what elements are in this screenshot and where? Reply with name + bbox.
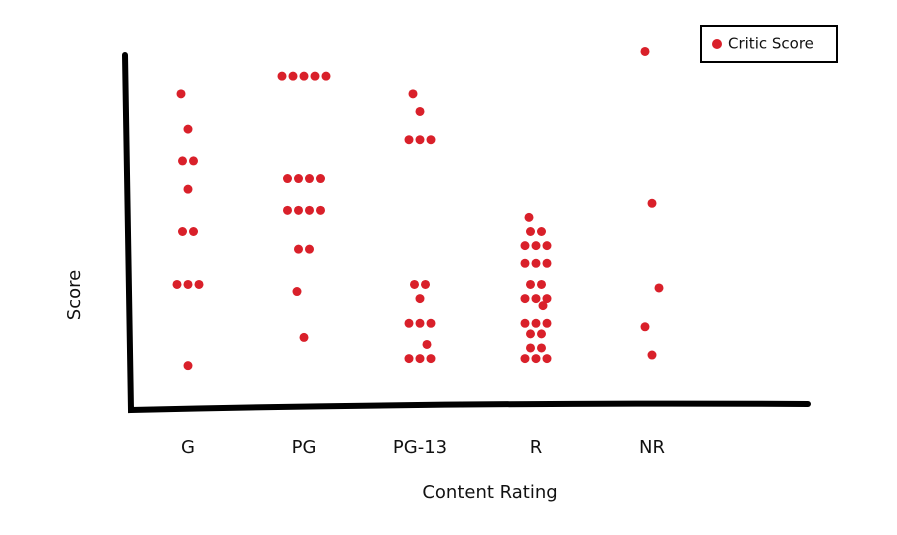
point xyxy=(542,241,552,251)
point xyxy=(526,329,535,339)
x-tick-label: PG-13 xyxy=(393,437,447,458)
point xyxy=(310,71,320,81)
point xyxy=(537,227,546,236)
point xyxy=(294,174,303,184)
point xyxy=(520,241,530,251)
point xyxy=(415,318,425,328)
point xyxy=(531,318,541,328)
point xyxy=(520,354,530,364)
point xyxy=(294,205,303,215)
point xyxy=(183,361,193,371)
point xyxy=(408,89,418,99)
point xyxy=(183,279,193,289)
point xyxy=(542,258,552,268)
x-tick-label: G xyxy=(181,437,195,458)
legend-marker xyxy=(712,39,722,49)
x-tick-label: R xyxy=(530,437,543,458)
point xyxy=(526,343,535,353)
point xyxy=(524,212,534,222)
point xyxy=(520,294,530,304)
point xyxy=(415,354,425,364)
point xyxy=(640,322,650,332)
point xyxy=(531,258,541,268)
point xyxy=(292,287,302,297)
point xyxy=(421,279,430,289)
x-tick-label: PG xyxy=(292,437,317,458)
point xyxy=(647,350,657,360)
point xyxy=(531,354,541,364)
point xyxy=(415,106,425,116)
point xyxy=(189,227,198,236)
point xyxy=(538,301,548,311)
point xyxy=(537,329,546,339)
point xyxy=(531,241,541,251)
point xyxy=(520,258,530,268)
point xyxy=(526,227,535,236)
point xyxy=(647,198,657,208)
point xyxy=(316,205,325,215)
point xyxy=(321,71,331,81)
point xyxy=(404,318,414,328)
point xyxy=(283,174,292,184)
point xyxy=(294,244,303,254)
point xyxy=(520,318,530,328)
point xyxy=(299,71,309,81)
point xyxy=(194,279,204,289)
axes xyxy=(122,52,811,414)
point xyxy=(426,135,436,145)
y-axis-label: Score xyxy=(64,270,85,320)
point xyxy=(640,46,650,56)
point xyxy=(537,279,546,289)
point xyxy=(426,354,436,364)
point xyxy=(178,156,187,166)
point xyxy=(542,294,552,304)
point xyxy=(288,71,298,81)
point xyxy=(316,174,325,184)
point xyxy=(183,184,193,194)
x-tick-label: NR xyxy=(639,437,665,458)
point xyxy=(172,279,182,289)
point xyxy=(299,332,309,342)
point xyxy=(189,156,198,166)
point xyxy=(415,294,425,304)
point xyxy=(542,354,552,364)
point xyxy=(305,244,314,254)
legend-label: Critic Score xyxy=(728,35,814,53)
point xyxy=(178,227,187,236)
point xyxy=(277,71,287,81)
legend-box xyxy=(700,25,838,63)
point xyxy=(305,205,314,215)
point xyxy=(542,318,552,328)
point xyxy=(176,89,186,99)
point xyxy=(422,339,432,349)
point xyxy=(410,279,419,289)
x-axis-label: Content Rating xyxy=(422,482,557,503)
point xyxy=(305,174,314,184)
point xyxy=(404,354,414,364)
point xyxy=(283,205,292,215)
point xyxy=(537,343,546,353)
point xyxy=(531,294,541,304)
point xyxy=(526,279,535,289)
point xyxy=(654,283,664,293)
point xyxy=(183,124,193,134)
point xyxy=(415,135,425,145)
point xyxy=(404,135,414,145)
point xyxy=(426,318,436,328)
